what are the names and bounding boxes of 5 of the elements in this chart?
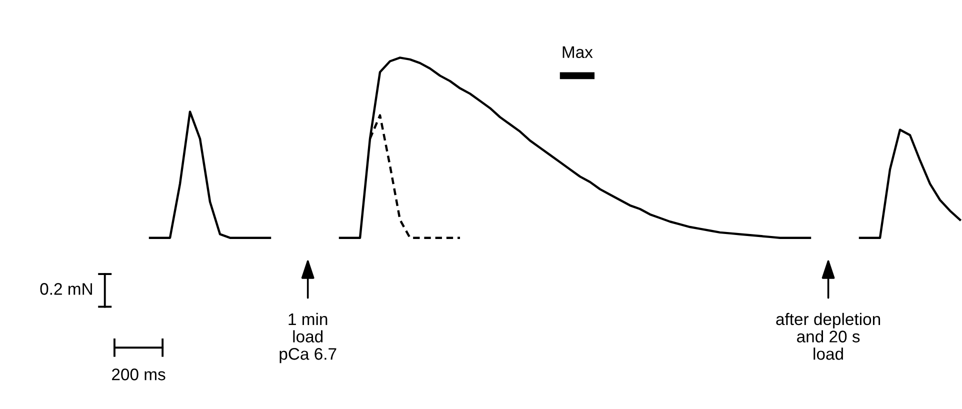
text: 1 min load pCa 6.7 xyxy=(280,312,336,364)
text: 200 ms xyxy=(112,368,166,380)
text: after depletion and 20 s load xyxy=(776,312,880,360)
text: 0.2 mN xyxy=(40,283,92,295)
annotation: Max xyxy=(562,46,593,58)
